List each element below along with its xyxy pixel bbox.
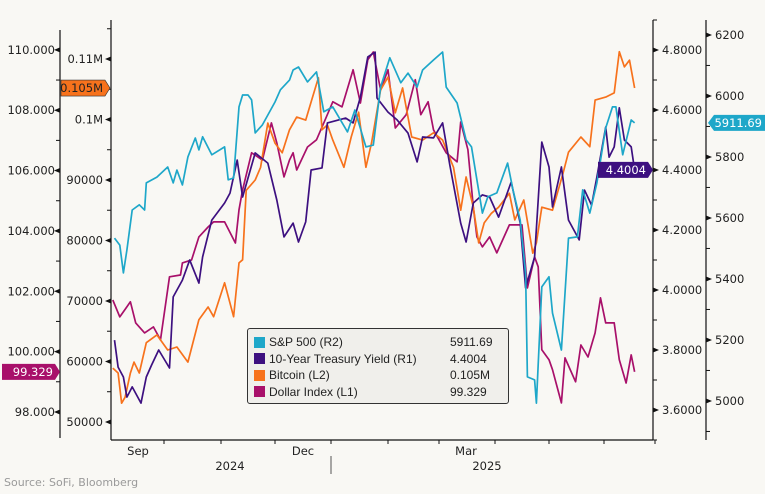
source-note: Source: SoFi, Bloomberg [4,476,139,489]
axis-l2-tick [105,177,111,183]
axis-l2-tick-label: 90000 [66,173,103,187]
axis-l1-tick-label: 104.000 [7,224,55,238]
legend-swatch [254,386,265,398]
axis-l1-tick-label: 98.000 [15,405,55,419]
last-value-label: 4.4004 [606,163,646,177]
axis-l2-tick-label: 50000 [66,415,103,429]
legend-value: 0.105M [450,368,491,383]
axis-r2-tick [706,276,712,282]
axis-r2-tick [706,154,712,160]
axis-r2-tick [706,337,712,343]
last-value-label: 5911.69 [714,116,762,130]
axis-l1-tick-label: 110.000 [7,43,55,57]
axis-l1-tick [54,168,60,174]
legend-value: 4.4004 [450,351,487,366]
series-line-s-p-500-r2 [113,51,636,404]
axis-l2-tick-label: 80000 [66,233,103,247]
axis-r1-tick [653,107,659,113]
axis-r2-tick-label: 5600 [715,211,744,225]
axis-r2-tick-label: 5800 [715,150,744,164]
axis-r1-tick-label: 4.4000 [662,163,702,177]
legend-value: 99.329 [450,384,487,399]
axis-l2-tick-label: 60000 [66,354,103,368]
legend-swatch [254,369,265,381]
legend: S&P 500 (R2) 5911.69 10-Year Treasury Yie… [247,328,509,404]
last-value-badge [60,79,111,97]
legend-value: 5911.69 [450,335,493,350]
axis-l1-tick [54,47,60,53]
axis-r1-tick-label: 3.6000 [662,403,702,417]
legend-label: 10-Year Treasury Yield (R1) [269,351,417,366]
axis-l1-tick-label: 102.000 [7,284,55,298]
axis-r2-tick [706,215,712,221]
axis-l1-tick [54,288,60,294]
axis-r2-tick-label: 5200 [715,333,744,347]
axis-l1-tick [54,228,60,234]
axis-r1-tick [653,407,659,413]
last-value-label: 99.329 [13,365,53,379]
legend-label: Dollar Index (L1) [269,384,358,399]
axis-r1-tick [653,347,659,353]
x-axis-tick-label: Mar [455,444,477,458]
axis-r2-tick-label: 5000 [715,394,744,408]
axis-l1-tick [54,349,60,355]
legend-item: Dollar Index (L1) 99.329 [254,384,502,401]
axis-r1-tick [653,47,659,53]
legend-swatch [254,353,265,365]
axis-l2-tick [105,56,111,62]
axis-l2-tick-label: 70000 [66,294,103,308]
axis-r2-tick [706,93,712,99]
axis-l2-tick-label: 0.1M [75,112,103,126]
axis-l1-tick [54,409,60,415]
axis-l2-tick [105,237,111,243]
x-axis-year-label: 2025 [472,459,501,473]
axis-r1-tick-label: 4.2000 [662,223,702,237]
series-line-bitcoin-l2 [112,50,636,405]
series-line-dollar-index-l1 [112,51,636,404]
axis-r2-tick [706,32,712,38]
x-axis-year-label: 2024 [215,459,244,473]
axis-r1-tick [653,287,659,293]
legend-label: S&P 500 (R2) [269,335,343,350]
axis-r1-tick [653,167,659,173]
axis-r1-tick-label: 4.0000 [662,283,702,297]
axis-r1-tick-label: 4.8000 [662,43,702,57]
axis-r1-tick-label: 4.6000 [662,103,702,117]
axis-l2-tick-label: 0.11M [67,52,103,66]
last-value-label: 0.105M [60,81,103,95]
series-line-10-year-treasury-yield-r1 [113,51,636,404]
axis-l2-tick [105,298,111,304]
axis-r1-tick [653,227,659,233]
legend-label: Bitcoin (L2) [269,368,330,383]
last-value-badge [2,363,60,380]
axis-l2-tick [105,116,111,122]
axis-r2-tick-label: 6000 [715,89,744,103]
axis-l1-tick [54,107,60,113]
axis-r1-tick-label: 3.8000 [662,343,702,357]
last-value-badge [598,161,653,178]
legend-swatch [254,336,265,348]
axis-r2-tick-label: 5400 [715,272,744,286]
axis-r2-tick-label: 6200 [715,28,744,42]
axis-l1-tick-label: 100.000 [7,345,55,359]
legend-item: Bitcoin (L2) 0.105M [254,367,502,384]
x-axis-tick-label: Dec [292,444,314,458]
axis-l1-tick-label: 106.000 [7,164,55,178]
legend-item: 10-Year Treasury Yield (R1) 4.4004 [254,351,502,368]
axis-l2-tick [105,358,111,364]
last-value-badge [708,114,765,131]
x-axis-tick-label: Sep [127,444,149,458]
axis-r2-tick [706,398,712,404]
axis-l2-tick [105,419,111,425]
axis-l1-tick-label: 108.000 [7,103,55,117]
legend-item: S&P 500 (R2) 5911.69 [254,334,502,351]
